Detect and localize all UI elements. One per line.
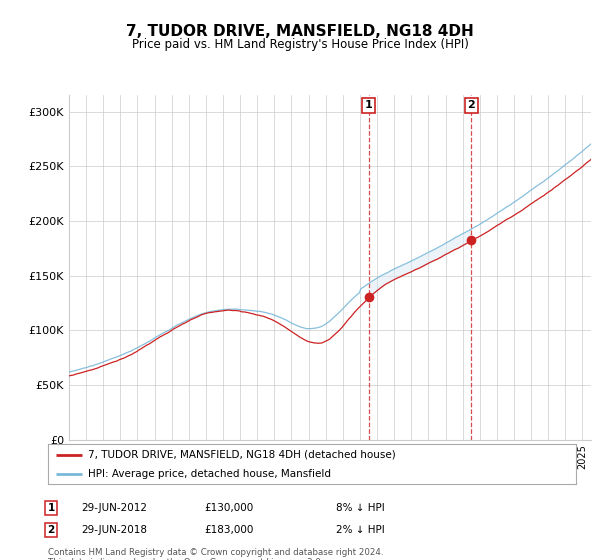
Text: 29-JUN-2018: 29-JUN-2018 — [81, 525, 147, 535]
Text: 1: 1 — [365, 100, 373, 110]
Text: 7, TUDOR DRIVE, MANSFIELD, NG18 4DH: 7, TUDOR DRIVE, MANSFIELD, NG18 4DH — [126, 24, 474, 39]
Text: HPI: Average price, detached house, Mansfield: HPI: Average price, detached house, Mans… — [88, 469, 331, 479]
Text: 1: 1 — [47, 503, 55, 513]
Text: 8% ↓ HPI: 8% ↓ HPI — [336, 503, 385, 513]
Text: £183,000: £183,000 — [204, 525, 253, 535]
Text: 29-JUN-2012: 29-JUN-2012 — [81, 503, 147, 513]
Text: 2: 2 — [47, 525, 55, 535]
Text: 2% ↓ HPI: 2% ↓ HPI — [336, 525, 385, 535]
Text: 7, TUDOR DRIVE, MANSFIELD, NG18 4DH (detached house): 7, TUDOR DRIVE, MANSFIELD, NG18 4DH (det… — [88, 450, 395, 460]
Text: Contains HM Land Registry data © Crown copyright and database right 2024.
This d: Contains HM Land Registry data © Crown c… — [48, 548, 383, 560]
Text: Price paid vs. HM Land Registry's House Price Index (HPI): Price paid vs. HM Land Registry's House … — [131, 38, 469, 51]
Text: 2: 2 — [467, 100, 475, 110]
Text: £130,000: £130,000 — [204, 503, 253, 513]
